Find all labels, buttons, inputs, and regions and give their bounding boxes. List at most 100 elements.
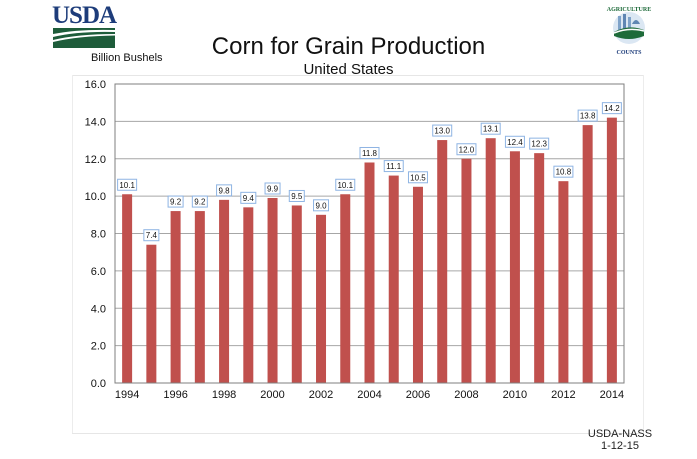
- bar-2010: [509, 151, 520, 383]
- data-label-box: [240, 191, 257, 204]
- data-label-box: [601, 102, 622, 115]
- y-tick-label: 8.0: [91, 229, 106, 241]
- bar-2012: [558, 181, 569, 383]
- bar-2005: [388, 175, 399, 383]
- data-label-box: [264, 182, 281, 195]
- x-tick-label: 2006: [406, 389, 430, 401]
- data-label-2014: 14.2: [604, 104, 620, 113]
- bar-2011: [534, 153, 545, 383]
- slide-frame-right: [643, 75, 644, 433]
- bar-2013: [582, 125, 593, 384]
- agriculture-counts-logo-icon: AGRICULTURE COUNTS: [607, 7, 651, 56]
- data-label-box: [216, 184, 233, 197]
- source-agency: USDA-NASS: [587, 428, 653, 440]
- data-label-box: [529, 137, 550, 150]
- slide-frame-left: [72, 75, 73, 433]
- data-label-1995: 7.4: [146, 231, 158, 240]
- data-label-box: [167, 195, 184, 208]
- chart-title: Corn for Grain Production: [211, 33, 486, 60]
- x-tick-label: 2000: [260, 389, 284, 401]
- bar-1995: [146, 244, 157, 383]
- data-label-box: [191, 195, 208, 208]
- usda-logo-band-icon: [53, 28, 115, 48]
- bar-1994: [122, 194, 133, 383]
- slide-frame-top: [72, 75, 643, 76]
- data-label-box: [577, 109, 598, 122]
- plot-area-border: [114, 83, 625, 384]
- x-tick-label: 2014: [600, 389, 624, 401]
- data-label-box: [480, 122, 501, 135]
- data-label-2002: 9.0: [315, 201, 327, 210]
- data-label-box: [117, 178, 138, 191]
- data-label-2005: 11.1: [386, 162, 402, 171]
- data-label-box: [359, 146, 380, 159]
- y-tick-label: 10.0: [85, 191, 106, 203]
- data-label-2008: 12.0: [459, 145, 475, 154]
- data-label-box: [407, 171, 428, 184]
- x-tick-label: 2012: [551, 389, 575, 401]
- x-tick-label: 2004: [357, 389, 381, 401]
- y-axis-label: Billion Bushels: [91, 52, 163, 64]
- data-label-box: [553, 165, 574, 178]
- data-label-1997: 9.2: [194, 198, 206, 207]
- data-label-box: [432, 124, 453, 137]
- data-label-2001: 9.5: [291, 192, 303, 201]
- axes: 0.0 2.0 4.0 6.0 8.0 10.0 12.0 14.0 16.0 1994 1996 1…: [85, 79, 625, 401]
- data-label-1996: 9.2: [170, 198, 182, 207]
- y-tick-label: 16.0: [85, 79, 106, 91]
- badge-logo-bottom-text: COUNTS: [616, 50, 642, 56]
- data-label-2000: 9.9: [267, 184, 279, 193]
- data-label-box: [288, 189, 305, 202]
- data-labels: 10.1 7.4 9.2 9.2 9.8 9.4 9.9 9.5 9.0 10.1 11.8 11.1…: [117, 102, 622, 242]
- bars: [122, 117, 617, 384]
- data-label-2011: 12.3: [531, 140, 547, 149]
- slide-frame-bottom: [72, 433, 643, 434]
- data-label-2006: 10.5: [410, 173, 426, 182]
- data-label-box: [383, 160, 404, 173]
- data-label-2003: 10.1: [337, 181, 353, 190]
- x-tick-label: 2010: [503, 389, 527, 401]
- bar-1999: [243, 207, 254, 383]
- bar-1997: [194, 211, 205, 383]
- data-label-1994: 10.1: [119, 181, 135, 190]
- data-label-2013: 13.8: [580, 112, 596, 121]
- data-label-2010: 12.4: [507, 138, 523, 147]
- data-label-2004: 11.8: [362, 149, 378, 158]
- usda-logo-text: USDA: [52, 2, 117, 29]
- x-tick-label: 2002: [309, 389, 333, 401]
- y-tick-label: 4.0: [91, 303, 106, 315]
- x-tick-label: 2008: [454, 389, 478, 401]
- x-tick-label: 1994: [115, 389, 139, 401]
- y-tick-label: 0.0: [91, 378, 106, 390]
- data-label-1998: 9.8: [219, 186, 231, 195]
- bar-1998: [219, 199, 230, 383]
- y-tick-label: 12.0: [85, 154, 106, 166]
- data-label-box: [456, 143, 477, 156]
- data-label-box: [313, 199, 330, 212]
- bar-2014: [606, 117, 617, 383]
- data-label-2009: 13.1: [483, 125, 499, 134]
- y-tick-label: 14.0: [85, 116, 106, 128]
- bar-2004: [364, 162, 375, 383]
- bar-2007: [437, 140, 448, 383]
- chart-subtitle: United States: [303, 61, 394, 78]
- bar-2000: [267, 197, 278, 383]
- data-label-2012: 10.8: [556, 168, 572, 177]
- data-label-1999: 9.4: [243, 194, 255, 203]
- bar-2003: [340, 194, 351, 383]
- source-note: USDA-NASS 1-12-15: [580, 428, 660, 452]
- usda-logo: USDA: [52, 2, 117, 48]
- bar-2006: [412, 186, 423, 383]
- source-date: 1-12-15: [601, 440, 639, 452]
- bar-2002: [316, 214, 327, 383]
- y-tick-label: 2.0: [91, 341, 106, 353]
- data-label-2007: 13.0: [434, 127, 450, 136]
- data-label-box: [504, 135, 525, 148]
- badge-logo-top-text: AGRICULTURE: [607, 7, 651, 13]
- data-label-box: [143, 229, 160, 242]
- bar-1996: [170, 211, 181, 383]
- y-tick-label: 6.0: [91, 266, 106, 278]
- x-tick-label: 1996: [163, 389, 187, 401]
- bar-2009: [485, 138, 496, 383]
